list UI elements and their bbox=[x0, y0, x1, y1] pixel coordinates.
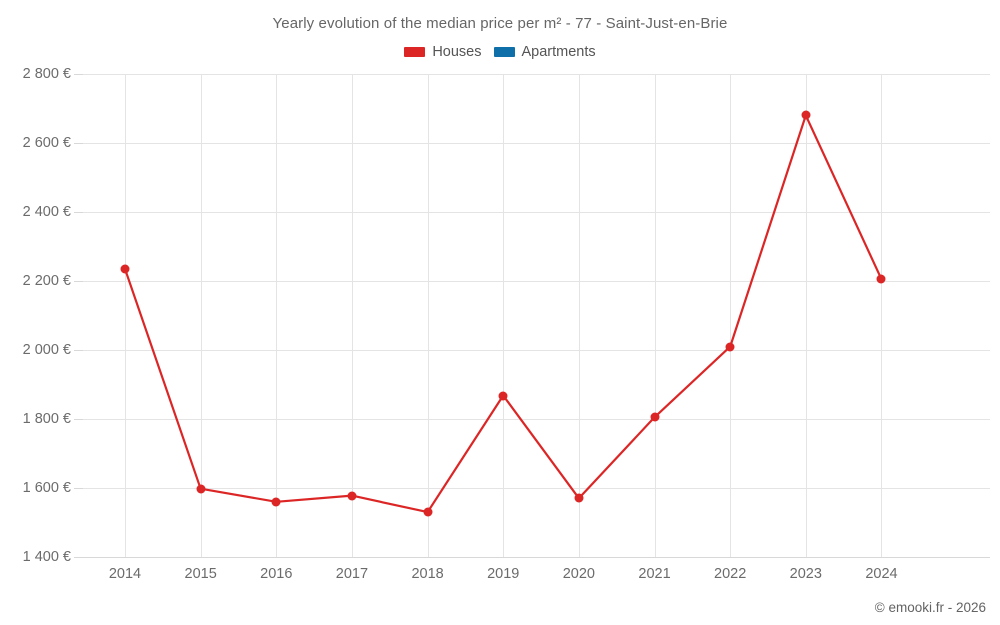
y-axis-tick-label: 1 600 € bbox=[22, 480, 71, 496]
legend-swatch-houses bbox=[404, 47, 426, 58]
gridline-vertical bbox=[730, 74, 732, 557]
gridline-vertical bbox=[125, 74, 126, 557]
data-point[interactable] bbox=[423, 507, 433, 517]
data-point[interactable] bbox=[876, 274, 886, 284]
legend-label-apartments: Apartments bbox=[521, 44, 596, 60]
y-axis-tick-mark bbox=[74, 281, 83, 282]
chart-title: Yearly evolution of the median price per… bbox=[272, 15, 728, 32]
footer-credit: © emooki.fr - 2026 bbox=[874, 600, 986, 615]
x-axis-tick-label: 2016 bbox=[260, 566, 293, 582]
y-axis-tick-label: 2 000 € bbox=[22, 342, 71, 358]
data-point[interactable] bbox=[801, 110, 811, 120]
y-axis-tick-mark bbox=[74, 419, 83, 420]
y-axis-tick-label: 1 800 € bbox=[22, 411, 71, 427]
x-axis-tick-label: 2021 bbox=[638, 566, 671, 582]
x-axis-tick-label: 2019 bbox=[487, 566, 520, 582]
x-axis-tick-label: 2017 bbox=[335, 566, 369, 582]
y-axis-tick-label: 2 600 € bbox=[22, 135, 71, 151]
y-axis-tick-label: 2 200 € bbox=[22, 273, 71, 289]
y-axis-tick-label: 1 400 € bbox=[22, 549, 71, 565]
legend-item-houses[interactable]: Houses bbox=[404, 44, 482, 60]
gridline-horizontal bbox=[83, 350, 990, 351]
gridline-horizontal bbox=[83, 419, 990, 420]
y-axis-tick-mark bbox=[74, 557, 83, 558]
gridline-vertical bbox=[881, 74, 883, 557]
data-point[interactable] bbox=[120, 264, 130, 274]
data-point[interactable] bbox=[650, 412, 660, 422]
x-axis-tick-label: 2014 bbox=[108, 566, 142, 582]
data-point[interactable] bbox=[196, 484, 206, 494]
legend-label-houses: Houses bbox=[432, 44, 482, 60]
data-point[interactable] bbox=[498, 391, 508, 401]
y-axis-tick-mark bbox=[74, 350, 83, 351]
plot-area bbox=[83, 74, 990, 558]
gridline-vertical bbox=[351, 74, 353, 557]
data-point[interactable] bbox=[347, 491, 357, 501]
gridline-horizontal bbox=[83, 212, 990, 213]
x-axis-tick-label: 2018 bbox=[411, 566, 444, 582]
gridline-horizontal bbox=[83, 143, 990, 144]
gridline-vertical bbox=[427, 74, 429, 557]
x-axis-tick-label: 2024 bbox=[865, 566, 898, 582]
legend-swatch-apartments bbox=[493, 47, 515, 58]
chart-legend: Houses Apartments bbox=[0, 45, 1000, 60]
x-axis-tick-label: 2022 bbox=[714, 566, 747, 582]
data-point[interactable] bbox=[725, 342, 735, 352]
gridline-horizontal bbox=[83, 488, 990, 489]
gridline-horizontal bbox=[83, 74, 990, 75]
gridline-vertical bbox=[654, 74, 656, 557]
gridline-horizontal bbox=[83, 281, 990, 282]
y-axis-tick-label: 2 400 € bbox=[22, 204, 71, 220]
y-axis-tick-mark bbox=[74, 212, 83, 213]
data-point[interactable] bbox=[574, 493, 584, 503]
legend-item-apartments[interactable]: Apartments bbox=[493, 44, 596, 60]
x-axis-tick-label: 2023 bbox=[789, 566, 822, 582]
gridline-vertical bbox=[503, 74, 505, 557]
data-point[interactable] bbox=[271, 497, 281, 507]
gridline-vertical bbox=[276, 74, 278, 557]
y-axis-tick-mark bbox=[74, 74, 83, 75]
x-axis-tick-label: 2020 bbox=[562, 566, 596, 582]
x-axis-tick-label: 2015 bbox=[184, 566, 217, 582]
y-axis-tick-mark bbox=[74, 488, 83, 489]
x-axis-line bbox=[83, 557, 990, 558]
y-axis-tick-mark bbox=[74, 143, 83, 144]
y-axis-tick-label: 2 800 € bbox=[22, 66, 71, 82]
gridline-vertical bbox=[578, 74, 580, 557]
gridline-vertical bbox=[805, 74, 807, 557]
